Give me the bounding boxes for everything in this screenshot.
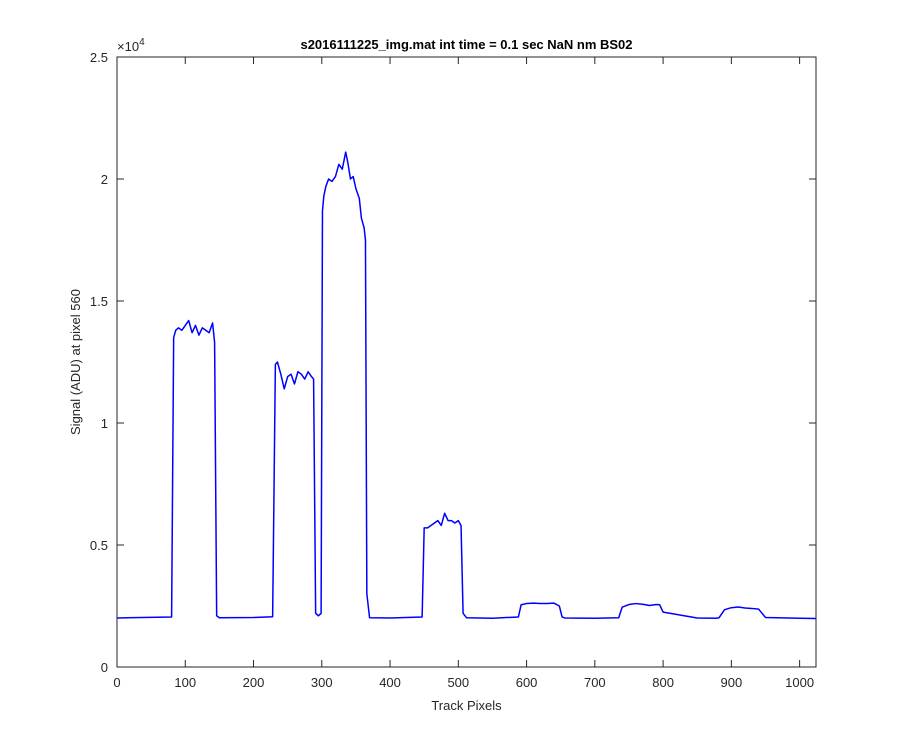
y-axis-label: Signal (ADU) at pixel 560 — [68, 289, 83, 435]
x-tick-label: 600 — [516, 675, 538, 690]
series-layer — [116, 151, 817, 620]
x-axis-label: Track Pixels — [431, 698, 502, 713]
y-tick-label: 1.5 — [90, 294, 108, 309]
x-axis: 0 100 200 300 400 500 600 700 800 900 1000 — [113, 57, 814, 690]
y-tick-label: 2 — [101, 172, 108, 187]
series-line-0 — [116, 151, 817, 620]
x-tick-label: 700 — [584, 675, 606, 690]
x-tick-label: 500 — [447, 675, 469, 690]
y-axis-exponent: ×104 — [117, 37, 145, 54]
y-tick-label: 0.5 — [90, 538, 108, 553]
y-exponent-power: 4 — [139, 37, 145, 48]
plot-area — [117, 57, 816, 667]
y-tick-label: 1 — [101, 416, 108, 431]
x-tick-label: 300 — [311, 675, 333, 690]
x-tick-label: 800 — [652, 675, 674, 690]
chart-title: s2016111225_img.mat int time = 0.1 sec N… — [300, 37, 632, 52]
x-tick-label: 0 — [113, 675, 120, 690]
y-exponent-base: ×10 — [117, 39, 139, 54]
x-tick-label: 200 — [243, 675, 265, 690]
y-tick-label: 0 — [101, 660, 108, 675]
x-tick-label: 100 — [174, 675, 196, 690]
y-tick-label: 2.5 — [90, 50, 108, 65]
x-tick-label: 1000 — [785, 675, 814, 690]
axes-box — [116, 56, 817, 668]
y-axis: 0 0.5 1 1.5 2 2.5 — [90, 50, 816, 675]
x-tick-label: 900 — [721, 675, 743, 690]
x-tick-label: 400 — [379, 675, 401, 690]
